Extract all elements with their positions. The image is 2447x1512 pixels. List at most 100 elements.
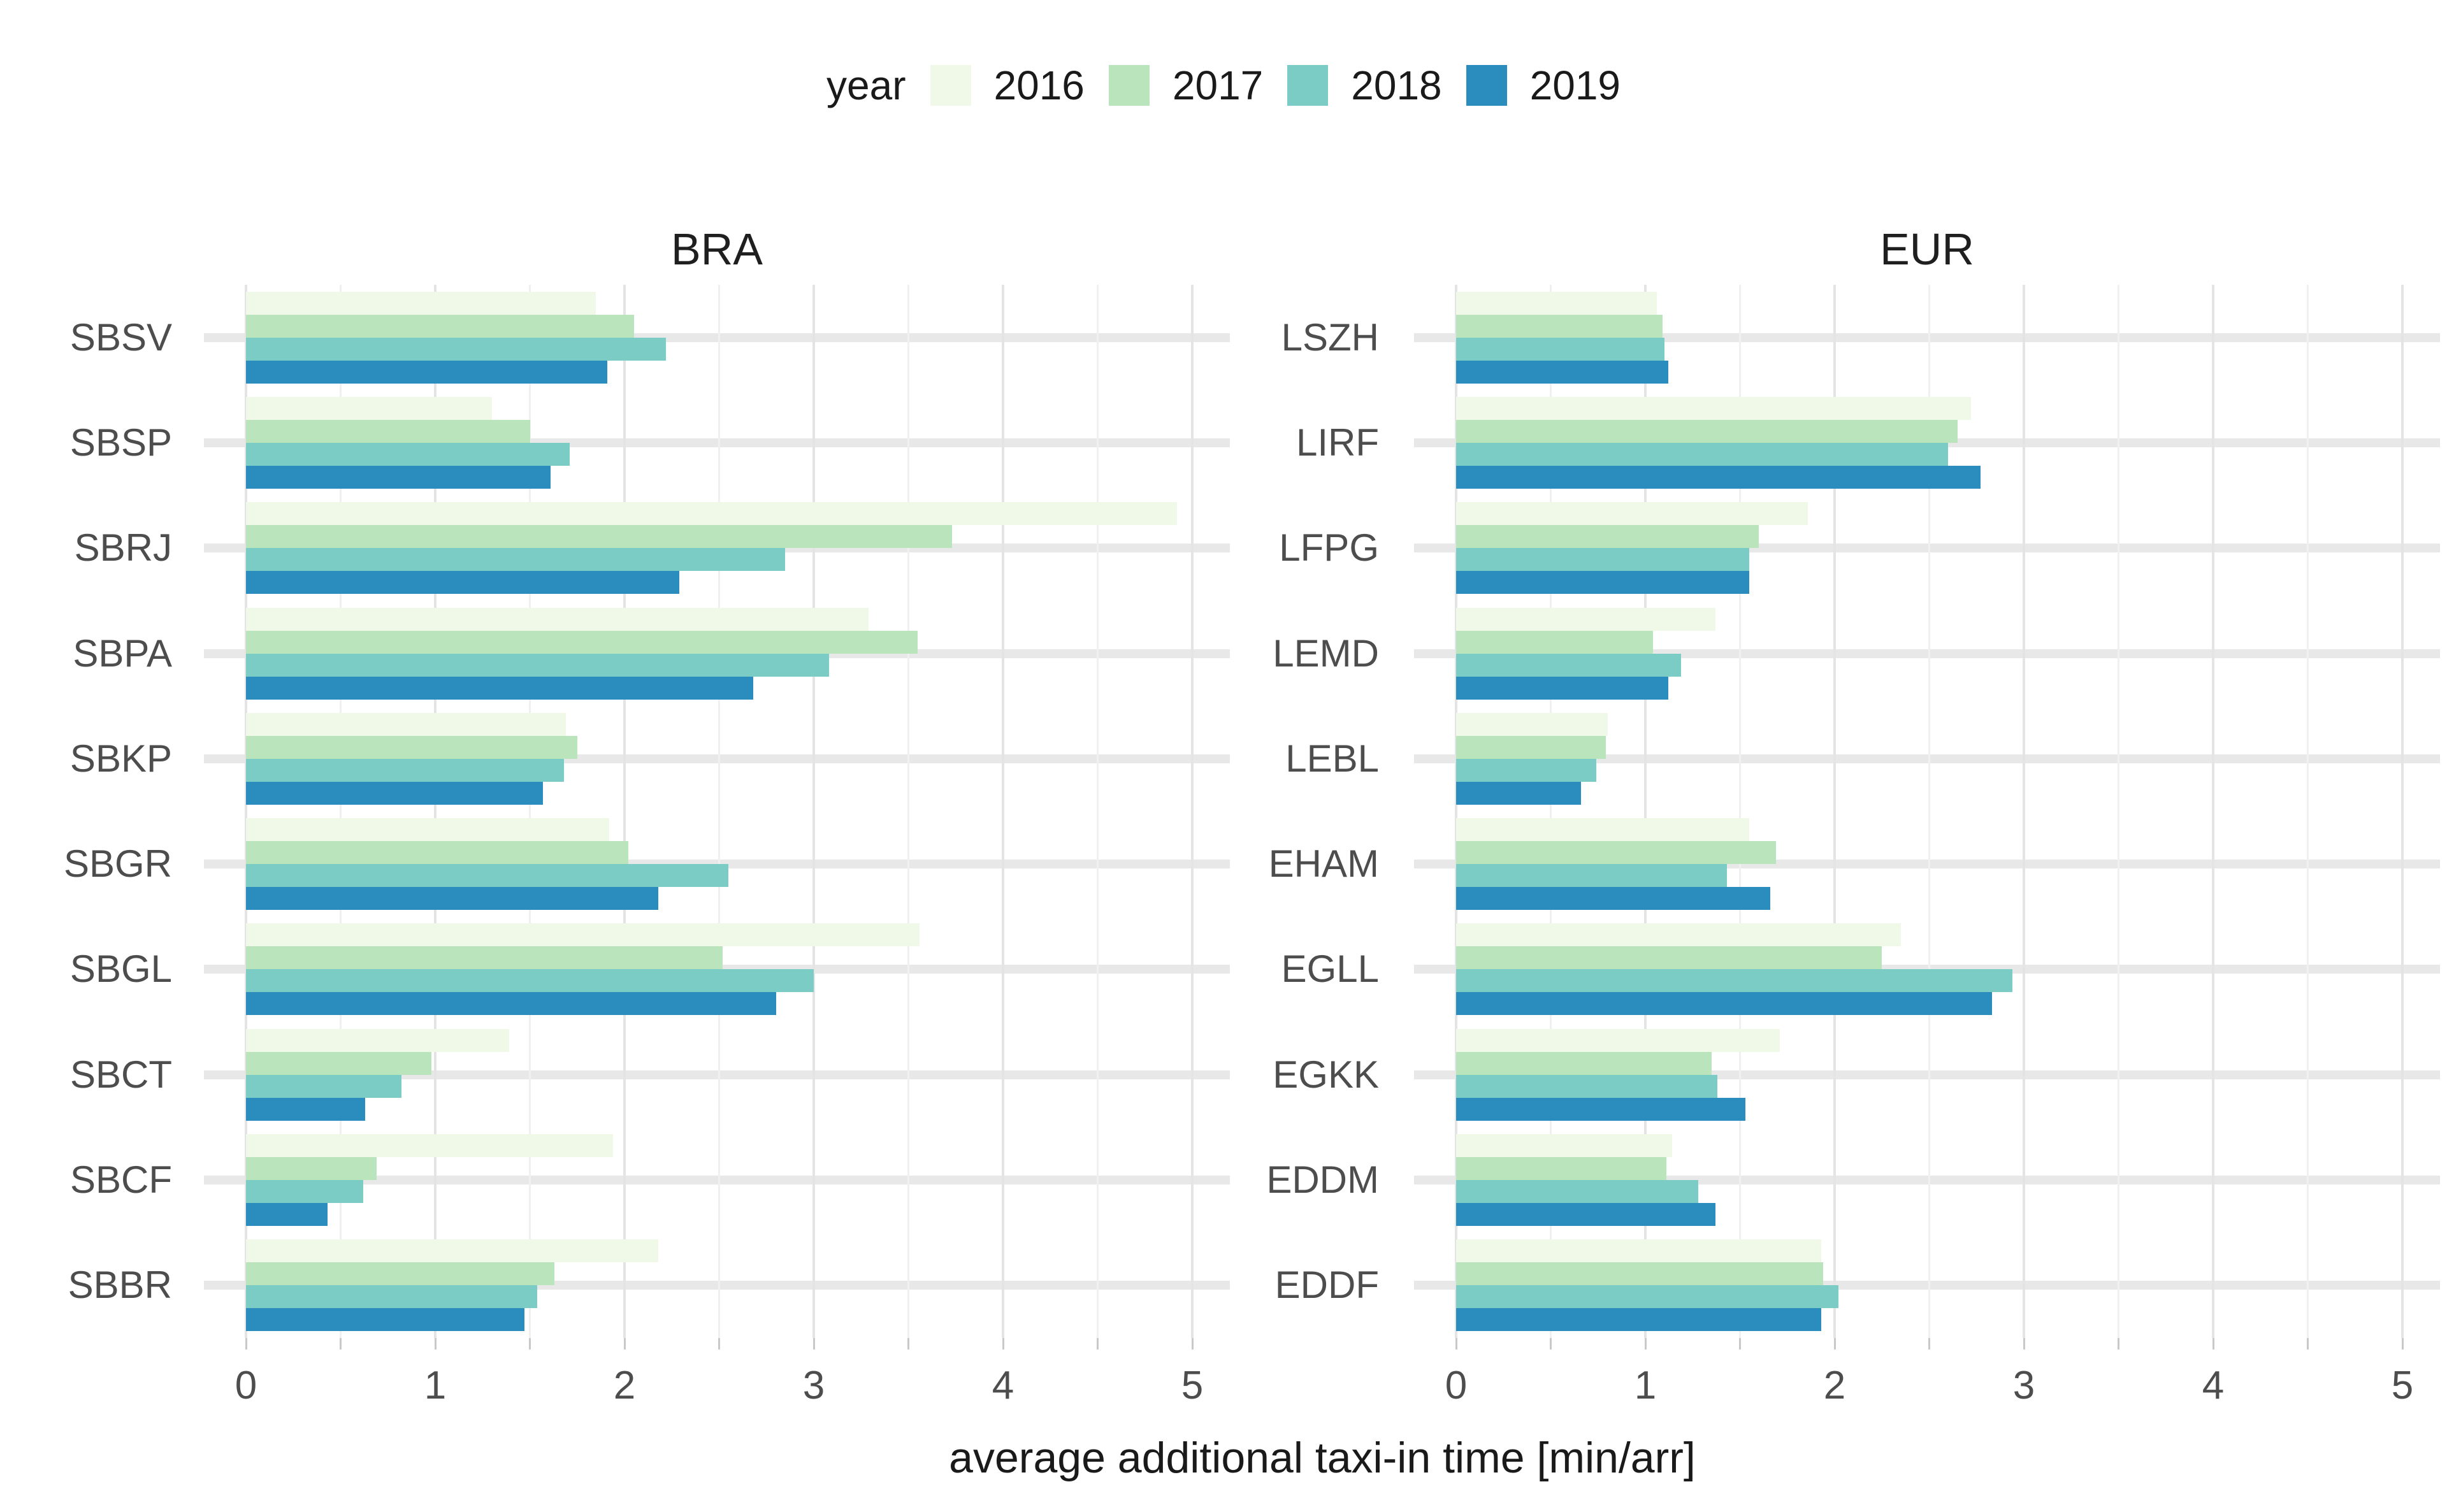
bar-EUR-EGKK-2016 — [1456, 1028, 1780, 1052]
bar-BRA-SBBR-2019 — [246, 1308, 524, 1332]
y-label-LEBL: LEBL — [1285, 737, 1379, 780]
y-gridline-SBCT — [204, 1070, 1230, 1079]
bar-EUR-EDDM-2018 — [1456, 1180, 1699, 1204]
bar-EUR-EDDF-2018 — [1456, 1285, 1838, 1309]
bar-BRA-SBRJ-2018 — [246, 548, 786, 572]
x-tickmark-EUR-5 — [2401, 1338, 2404, 1350]
x-gridline-major-0 — [245, 285, 247, 1338]
legend-label-2018: 2018 — [1351, 62, 1442, 108]
bar-EUR-LEBL-2016 — [1456, 712, 1608, 736]
y-label-LFPG: LFPG — [1279, 526, 1379, 570]
legend-item-2017: 2017 — [1108, 62, 1263, 109]
y-label-LSZH: LSZH — [1281, 315, 1379, 359]
x-tickmark-BRA-1 — [434, 1338, 437, 1350]
bar-BRA-SBGL-2017 — [246, 946, 723, 970]
bar-EUR-LEMD-2018 — [1456, 653, 1682, 677]
y-gridline-LEBL — [1414, 754, 2440, 763]
x-gridline-minor-2.5 — [718, 285, 720, 1338]
y-label-SBCF: SBCF — [69, 1158, 172, 1202]
bar-BRA-SBKP-2017 — [246, 735, 577, 759]
bar-EUR-EGKK-2019 — [1456, 1097, 1746, 1121]
bar-BRA-SBRJ-2016 — [246, 502, 1178, 526]
bar-EUR-LIRF-2016 — [1456, 396, 1971, 420]
bar-BRA-SBCT-2018 — [246, 1074, 401, 1098]
bar-BRA-SBCF-2017 — [246, 1157, 377, 1181]
x-gridline-minor-3.5 — [907, 285, 909, 1338]
bar-BRA-SBCT-2019 — [246, 1097, 366, 1121]
bar-BRA-SBGR-2016 — [246, 818, 610, 842]
bar-EUR-EDDM-2019 — [1456, 1203, 1715, 1227]
x-gridline-major-3 — [812, 285, 815, 1338]
bar-EUR-LFPG-2019 — [1456, 571, 1750, 594]
bar-BRA-SBSV-2019 — [246, 360, 608, 384]
y-label-LIRF: LIRF — [1296, 421, 1379, 464]
bar-BRA-SBCT-2016 — [246, 1028, 509, 1052]
x-tickmark-BRA-1.5 — [529, 1338, 531, 1350]
x-tickmark-BRA-3.5 — [907, 1338, 909, 1350]
bar-EUR-EHAM-2019 — [1456, 887, 1771, 911]
x-axis-title: average additional taxi-in time [min/arr… — [949, 1434, 1696, 1482]
y-label-EGKK: EGKK — [1273, 1053, 1379, 1096]
x-gridline-minor-3.5 — [2118, 285, 2119, 1338]
bar-EUR-LIRF-2019 — [1456, 465, 1981, 489]
x-gridline-major-2 — [623, 285, 626, 1338]
bar-EUR-LIRF-2017 — [1456, 419, 1958, 443]
x-gridline-major-3 — [2023, 285, 2025, 1338]
legend-label-2016: 2016 — [993, 62, 1085, 108]
bar-BRA-SBBR-2018 — [246, 1285, 538, 1309]
bar-EUR-EDDF-2016 — [1456, 1239, 1822, 1263]
bar-EUR-LEMD-2019 — [1456, 676, 1668, 700]
bar-BRA-SBGL-2018 — [246, 969, 814, 993]
bar-BRA-SBPA-2016 — [246, 607, 869, 631]
bar-BRA-SBSV-2017 — [246, 314, 634, 338]
x-gridline-major-5 — [2401, 285, 2404, 1338]
bar-BRA-SBSV-2016 — [246, 291, 596, 315]
x-tick-label-EUR-2: 2 — [1823, 1364, 1846, 1408]
x-tick-label-BRA-5: 5 — [1181, 1364, 1204, 1408]
x-tick-label-EUR-4: 4 — [2202, 1364, 2225, 1408]
y-label-EGLL: EGLL — [1281, 947, 1379, 991]
x-gridline-major-1 — [1644, 285, 1647, 1338]
x-tickmark-BRA-5 — [1191, 1338, 1194, 1350]
x-tickmark-EUR-3.5 — [2118, 1338, 2119, 1350]
x-gridline-minor-1.5 — [1739, 285, 1741, 1338]
y-label-SBPA: SBPA — [73, 631, 172, 675]
x-gridline-major-0 — [1455, 285, 1457, 1338]
bar-BRA-SBSP-2019 — [246, 465, 551, 489]
legend-label-2019: 2019 — [1529, 62, 1621, 108]
bar-EUR-EGLL-2018 — [1456, 969, 2013, 993]
x-gridline-major-2 — [1833, 285, 1836, 1338]
y-label-SBKP: SBKP — [69, 737, 172, 780]
x-tick-label-EUR-1: 1 — [1634, 1364, 1657, 1408]
x-tickmark-BRA-0.5 — [340, 1338, 342, 1350]
bar-BRA-SBSP-2016 — [246, 396, 493, 420]
bar-EUR-LSZH-2017 — [1456, 314, 1663, 338]
x-gridline-minor-4.5 — [1097, 285, 1099, 1338]
y-label-EDDM: EDDM — [1266, 1158, 1379, 1202]
bar-EUR-EDDF-2019 — [1456, 1308, 1822, 1332]
bar-EUR-LSZH-2016 — [1456, 291, 1657, 315]
y-label-SBSV: SBSV — [69, 315, 172, 359]
x-tick-label-BRA-2: 2 — [613, 1364, 636, 1408]
bar-EUR-LIRF-2018 — [1456, 442, 1949, 466]
x-tickmark-EUR-4 — [2212, 1338, 2214, 1350]
facet-title-bra: BRA — [671, 224, 763, 274]
panel-bra — [204, 285, 1230, 1338]
bar-BRA-SBGL-2016 — [246, 923, 920, 947]
legend: year 2016 2017 2018 2019 — [94, 55, 2353, 116]
x-tickmark-BRA-2.5 — [718, 1338, 720, 1350]
legend-swatch-2016 — [930, 65, 971, 106]
bar-EUR-LEBL-2018 — [1456, 758, 1596, 782]
bar-EUR-EGLL-2016 — [1456, 923, 1901, 947]
bar-EUR-LEMD-2016 — [1456, 607, 1715, 631]
y-gridline-SBCF — [204, 1176, 1230, 1185]
bar-BRA-SBCF-2016 — [246, 1134, 614, 1158]
y-label-SBGR: SBGR — [63, 842, 172, 886]
bar-BRA-SBCT-2017 — [246, 1051, 432, 1075]
x-tickmark-EUR-2.5 — [1928, 1338, 1930, 1350]
x-tick-label-EUR-5: 5 — [2391, 1364, 2414, 1408]
bar-EUR-LEMD-2017 — [1456, 630, 1653, 654]
x-tickmark-BRA-4.5 — [1097, 1338, 1099, 1350]
bar-BRA-SBPA-2018 — [246, 653, 829, 677]
y-label-SBBR: SBBR — [68, 1264, 172, 1307]
